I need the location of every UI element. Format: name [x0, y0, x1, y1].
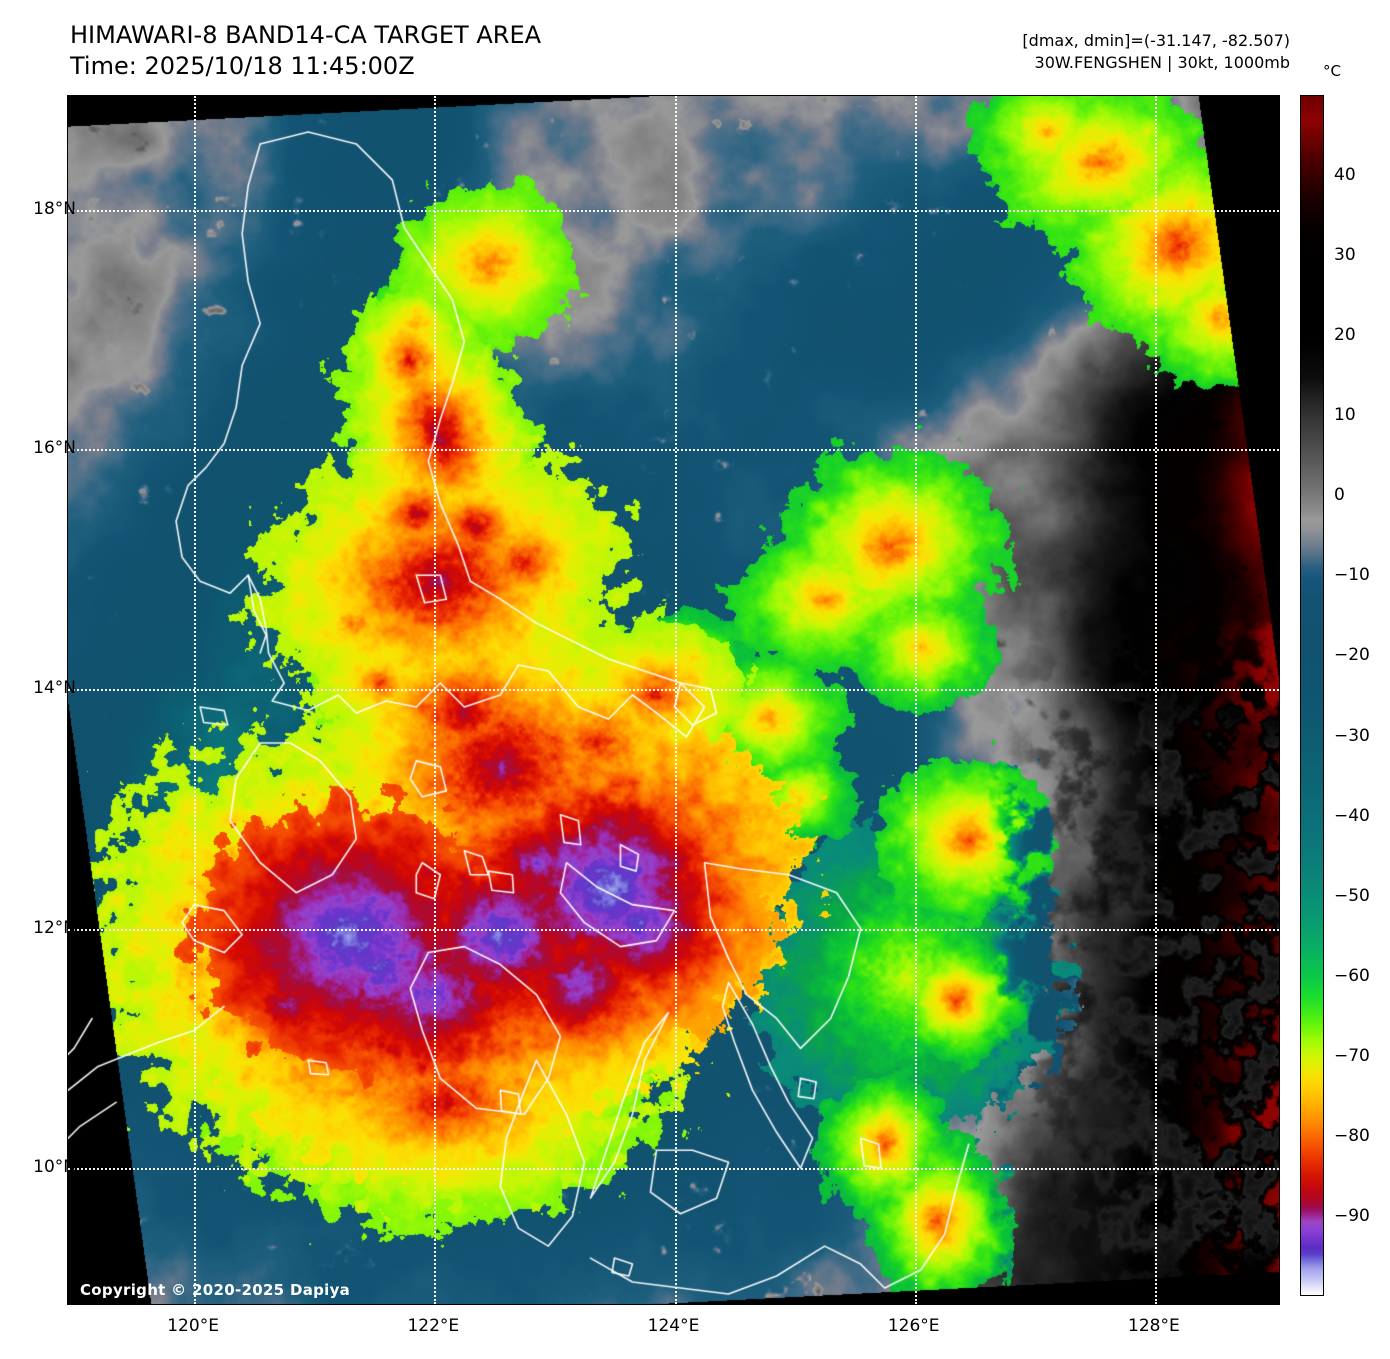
- x-axis-tick-122: 122°E: [407, 1316, 460, 1336]
- colorbar-tick-20: 20: [1334, 325, 1356, 346]
- satellite-image-plot[interactable]: [67, 95, 1280, 1305]
- colorbar-tick-40: 40: [1334, 165, 1356, 186]
- y-axis-tick-12: 12°N: [33, 917, 76, 938]
- gridline-lon-122: [434, 96, 437, 1304]
- colorbar-tick-10: 10: [1334, 405, 1356, 426]
- colorbar-tick-30: 30: [1334, 245, 1356, 266]
- colorbar-tick--10: −10: [1334, 565, 1370, 586]
- title-line-2: Time: 2025/10/18 11:45:00Z: [70, 52, 415, 80]
- colorbar-tick-0: 0: [1334, 485, 1345, 506]
- y-axis-tick-18: 18°N: [33, 198, 76, 219]
- gridline-lon-124: [674, 96, 677, 1304]
- gridline-lon-120: [194, 96, 197, 1304]
- y-axis-tick-10: 10°N: [33, 1157, 76, 1178]
- x-axis-tick-126: 126°E: [887, 1316, 940, 1336]
- colorbar[interactable]: [1300, 95, 1324, 1296]
- x-axis-tick-120: 120°E: [167, 1316, 219, 1336]
- title-line-1: HIMAWARI-8 BAND14-CA TARGET AREA: [70, 21, 542, 49]
- page-title: HIMAWARI-8 BAND14-CA TARGET AREA Time: 2…: [70, 20, 770, 82]
- gridline-lat-10: [68, 1168, 1279, 1171]
- colorbar-unit-label: °C: [1323, 62, 1341, 80]
- colorbar-tick--20: −20: [1334, 645, 1370, 666]
- gridline-lat-14: [68, 689, 1279, 692]
- colorbar-tick--80: −80: [1334, 1125, 1370, 1146]
- gridline-lon-126: [914, 96, 917, 1304]
- colorbar-tick--40: −40: [1334, 805, 1370, 826]
- y-axis-tick-16: 16°N: [33, 438, 76, 459]
- gridline-lat-18: [68, 209, 1279, 212]
- colorbar-tick--90: −90: [1334, 1205, 1370, 1226]
- satellite-imagery-canvas: [68, 96, 1279, 1304]
- copyright-text: Copyright © 2020-2025 Dapiya: [80, 1281, 351, 1299]
- colorbar-tick--30: −30: [1334, 725, 1370, 746]
- metadata-block: [dmax, dmin]=(-31.147, -82.507) 30W.FENG…: [1022, 30, 1290, 74]
- colorbar-tick--50: −50: [1334, 885, 1370, 906]
- colorbar-tick--60: −60: [1334, 965, 1370, 986]
- gridline-lon-128: [1154, 96, 1157, 1304]
- colorbar-gradient: [1300, 95, 1324, 1296]
- x-axis-tick-128: 128°E: [1128, 1316, 1180, 1336]
- x-axis-tick-124: 124°E: [647, 1316, 700, 1336]
- dmax-dmin-text: [dmax, dmin]=(-31.147, -82.507): [1022, 31, 1290, 50]
- gridline-lat-12: [68, 928, 1279, 931]
- gridline-lat-16: [68, 449, 1279, 452]
- storm-info-text: 30W.FENGSHEN | 30kt, 1000mb: [1034, 53, 1290, 72]
- colorbar-tick--70: −70: [1334, 1045, 1370, 1066]
- y-axis-tick-14: 14°N: [33, 678, 76, 699]
